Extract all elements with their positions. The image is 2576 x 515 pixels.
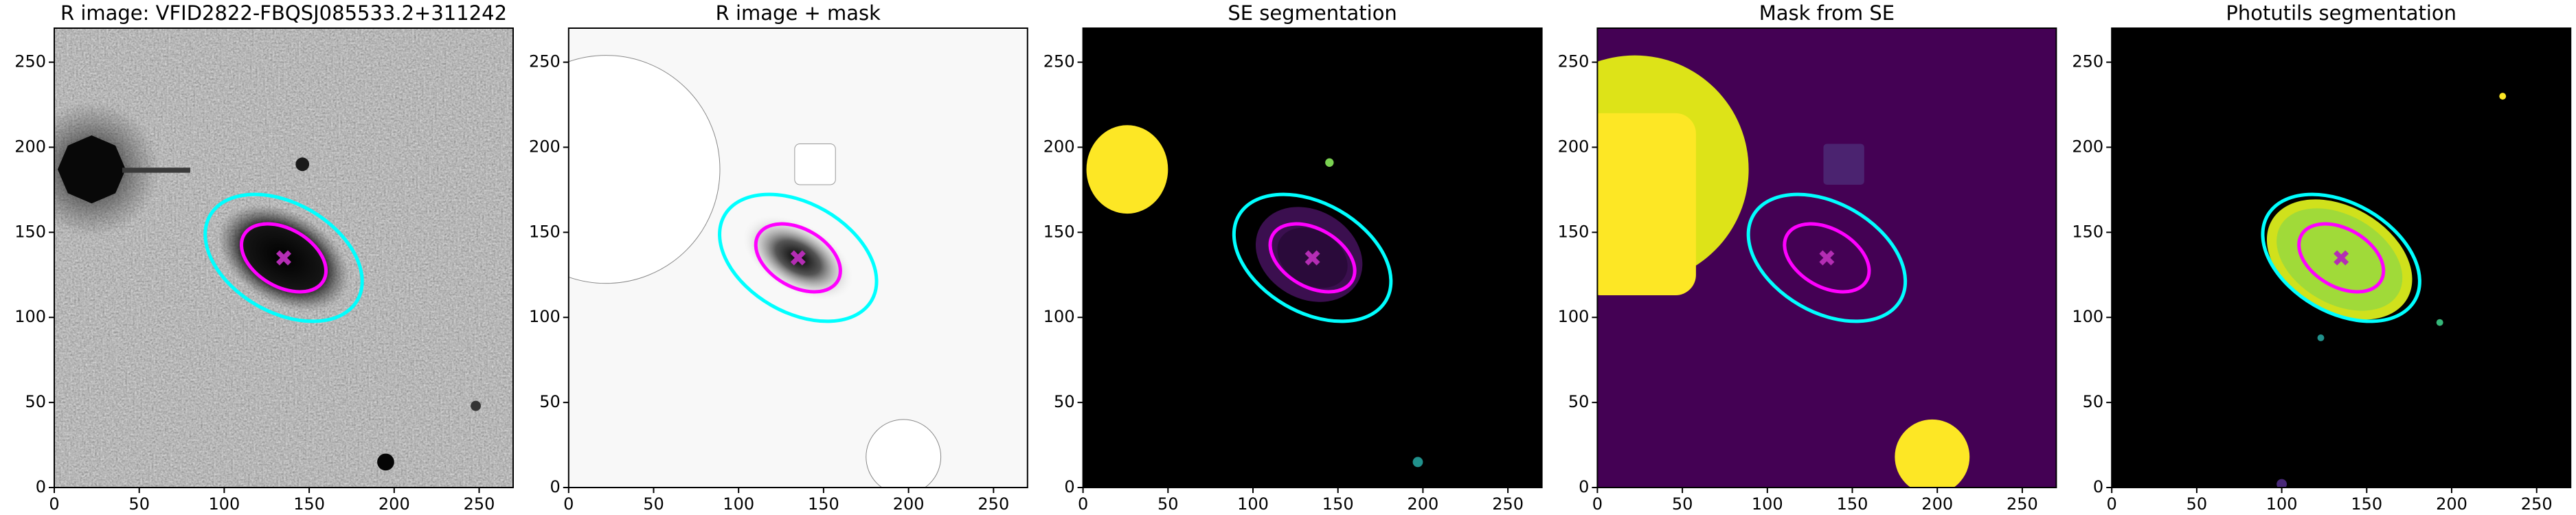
axes-frame — [54, 27, 514, 488]
y-tick-label: 0 — [1064, 477, 1074, 496]
y-tick-label: 0 — [36, 477, 46, 496]
x-tick-label: 200 — [379, 494, 410, 514]
center-marker — [790, 250, 806, 266]
y-tick-label: 200 — [529, 137, 561, 156]
x-tick-label: 50 — [2187, 494, 2208, 514]
y-tick-label: 100 — [529, 307, 561, 326]
axes — [54, 28, 513, 488]
panel-title: SE segmentation — [1228, 1, 1397, 25]
y-tick-label: 100 — [2072, 307, 2103, 326]
x-tick-label: 200 — [1921, 494, 1953, 514]
y-tick-label: 50 — [1568, 392, 1590, 411]
x-tick-label: 250 — [464, 494, 495, 514]
x-tick-label: 250 — [978, 494, 1009, 514]
x-tick-label: 100 — [723, 494, 754, 514]
y-tick-label: 200 — [1558, 137, 1590, 156]
image-content — [54, 28, 513, 488]
axes-frame — [1082, 27, 1543, 488]
y-tick-label: 150 — [2072, 222, 2103, 241]
aperture-ellipse — [754, 222, 842, 294]
panel-title: Mask from SE — [1759, 1, 1895, 25]
aperture-ellipse — [2261, 192, 2421, 323]
x-tick-label: 200 — [2436, 494, 2467, 514]
x-tick-label: 0 — [1592, 494, 1603, 514]
y-tick-label: 100 — [14, 307, 46, 326]
x-tick-label: 50 — [1157, 494, 1179, 514]
panel-title: R image: VFID2822-FBQSJ085533.2+311242 — [60, 1, 507, 25]
x-tick-label: 100 — [1237, 494, 1269, 514]
y-tick-label: 200 — [1043, 137, 1075, 156]
x-tick-label: 100 — [209, 494, 240, 514]
axes — [2112, 28, 2571, 488]
aperture-ellipse — [1746, 192, 1908, 323]
y-tick-label: 250 — [14, 52, 46, 71]
y-tick-label: 50 — [1054, 392, 1075, 411]
x-tick-label: 150 — [2351, 494, 2382, 514]
y-tick-label: 150 — [1043, 222, 1075, 241]
x-tick-label: 150 — [808, 494, 839, 514]
image-content — [1597, 28, 2057, 488]
y-tick-label: 50 — [25, 392, 46, 411]
y-tick-label: 250 — [1558, 52, 1590, 71]
y-tick-label: 100 — [1558, 307, 1590, 326]
axes-frame — [1596, 27, 2057, 488]
y-tick-label: 150 — [529, 222, 561, 241]
x-tick-label: 100 — [1752, 494, 1783, 514]
x-tick-label: 250 — [1492, 494, 1524, 514]
axes — [1597, 28, 2057, 488]
center-marker — [276, 250, 291, 266]
axes-frame — [2111, 27, 2572, 488]
center-marker — [2334, 250, 2349, 266]
x-tick-label: 50 — [128, 494, 150, 514]
x-tick-label: 0 — [563, 494, 574, 514]
x-tick-label: 200 — [893, 494, 925, 514]
x-tick-label: 0 — [2107, 494, 2117, 514]
y-tick-label: 250 — [529, 52, 561, 71]
y-tick-label: 150 — [1558, 222, 1590, 241]
x-tick-label: 50 — [1672, 494, 1693, 514]
aperture-ellipse — [1232, 192, 1393, 323]
panel-title: R image + mask — [716, 1, 881, 25]
aperture-ellipse — [1268, 222, 1357, 294]
y-tick-label: 200 — [14, 137, 46, 156]
y-tick-label: 250 — [2072, 52, 2103, 71]
y-tick-label: 50 — [539, 392, 561, 411]
aperture-ellipse — [1783, 222, 1871, 294]
x-tick-label: 0 — [1078, 494, 1088, 514]
x-tick-label: 250 — [2007, 494, 2038, 514]
x-tick-label: 100 — [2266, 494, 2298, 514]
x-tick-label: 0 — [49, 494, 59, 514]
aperture-ellipse — [718, 192, 879, 323]
x-tick-label: 150 — [1837, 494, 1868, 514]
x-tick-label: 250 — [2521, 494, 2553, 514]
x-tick-label: 150 — [293, 494, 325, 514]
x-tick-label: 150 — [1322, 494, 1354, 514]
axes-frame — [567, 27, 1028, 488]
y-tick-label: 0 — [550, 477, 561, 496]
center-marker — [1819, 250, 1835, 266]
y-tick-label: 100 — [1043, 307, 1075, 326]
axes — [1083, 28, 1542, 488]
center-marker — [1304, 250, 1320, 266]
axes — [568, 28, 1028, 488]
y-tick-label: 0 — [2093, 477, 2103, 496]
y-tick-label: 200 — [2072, 137, 2103, 156]
panel-title: Photutils segmentation — [2226, 1, 2456, 25]
x-tick-label: 50 — [643, 494, 664, 514]
aperture-ellipse — [239, 222, 328, 294]
y-tick-label: 250 — [1043, 52, 1075, 71]
y-tick-label: 50 — [2083, 392, 2104, 411]
aperture-ellipse — [203, 192, 364, 323]
y-tick-label: 150 — [14, 222, 46, 241]
x-tick-label: 200 — [1408, 494, 1439, 514]
aperture-ellipse — [2297, 222, 2386, 294]
y-tick-label: 0 — [1579, 477, 1589, 496]
